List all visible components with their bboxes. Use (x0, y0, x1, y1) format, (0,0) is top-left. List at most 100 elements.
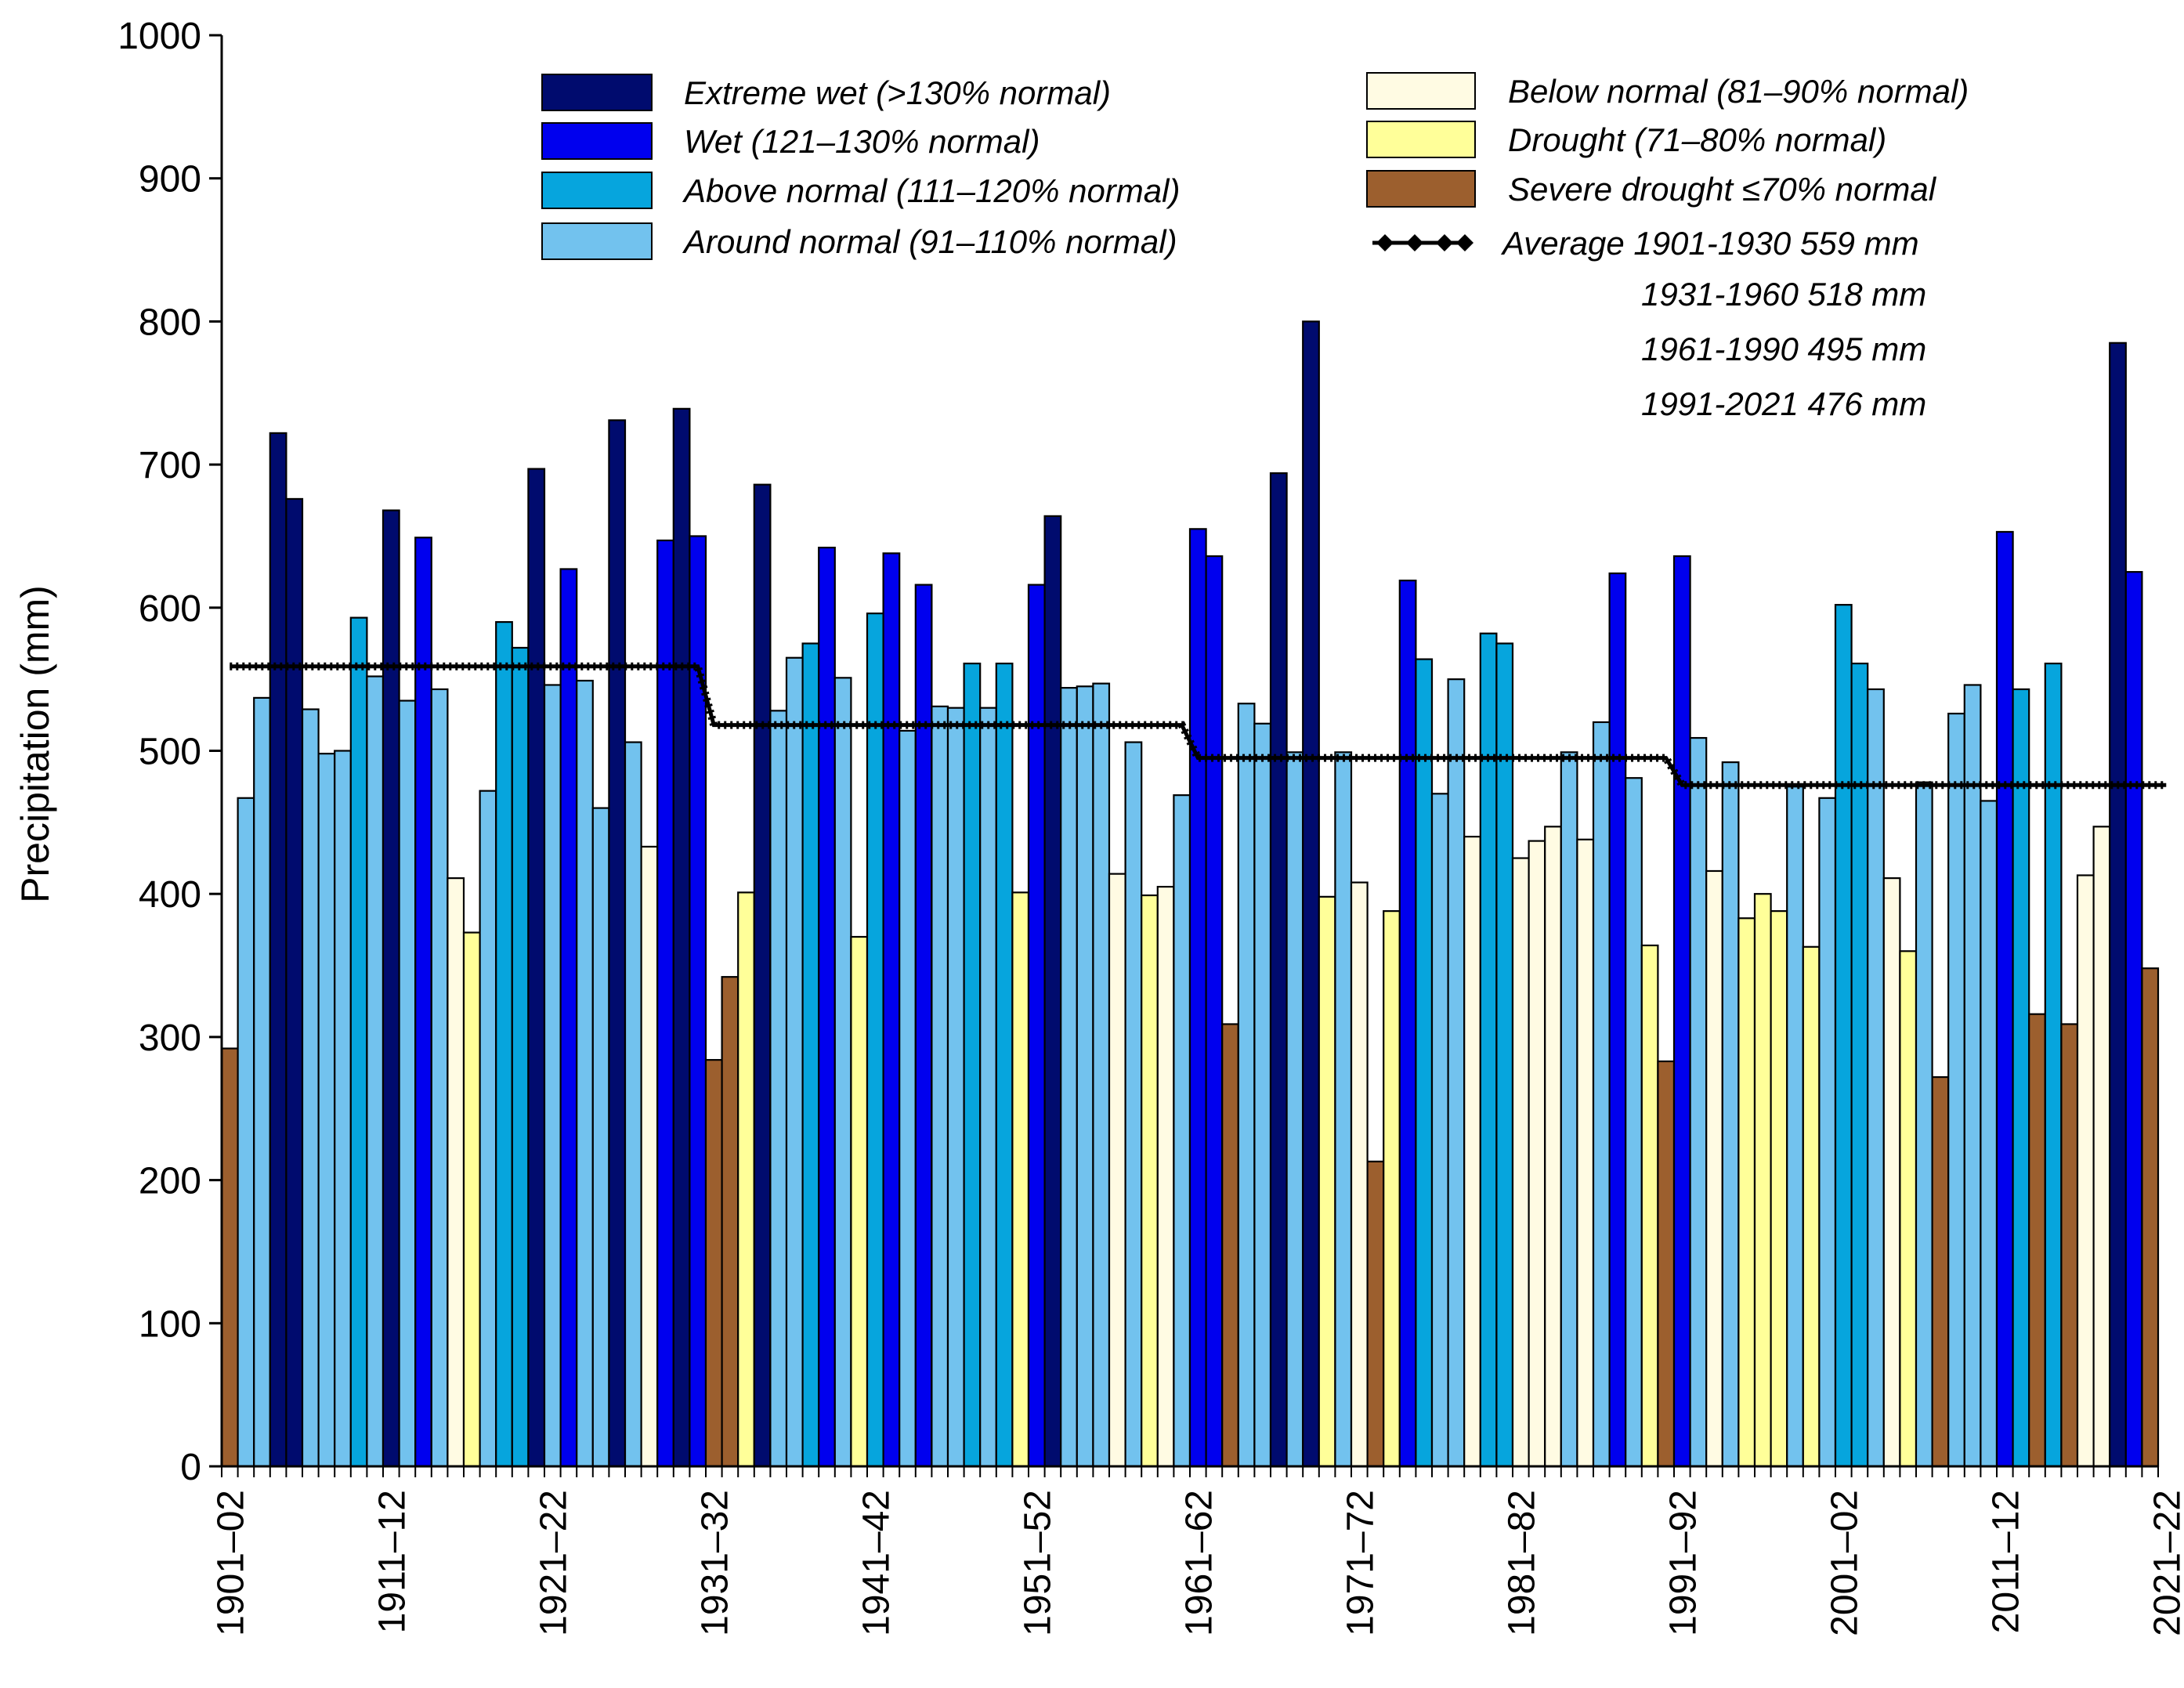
bar-1905 (285, 497, 304, 1468)
legend-label-average: Average 1901-1930 559 mm (1500, 225, 1919, 262)
x-tick-label: 1901–02 (210, 1490, 251, 1636)
bar-1929 (672, 407, 691, 1468)
y-axis-label: Precipitation (mm) (13, 585, 57, 903)
bar-1999 (1802, 945, 1821, 1468)
bar-1974 (1398, 579, 1417, 1468)
bar-2017 (2092, 826, 2111, 1468)
y-tick-label: 400 (139, 874, 201, 916)
y-tick-label: 300 (139, 1017, 201, 1059)
bar-2015 (2060, 1023, 2079, 1468)
bar-1992 (1689, 736, 1708, 1468)
x-tick-label: 2011–12 (1985, 1490, 2027, 1633)
bar-1954 (1076, 685, 1094, 1468)
bar-1969 (1318, 895, 1336, 1468)
bar-1927 (640, 845, 659, 1468)
bar-1961 (1188, 528, 1207, 1468)
bar-1946 (946, 707, 965, 1468)
bar-1952 (1043, 515, 1062, 1468)
bar-1922 (559, 568, 578, 1468)
x-tick-label: 1951–52 (1017, 1490, 1058, 1636)
y-tick-label: 100 (139, 1303, 201, 1345)
legend-label-extreme_wet: Extreme wet (>130% normal) (684, 74, 1111, 111)
bar-1996 (1753, 893, 1772, 1468)
bar-1962 (1205, 555, 1224, 1468)
bar-1972 (1366, 1160, 1385, 1468)
bar-1984 (1560, 751, 1578, 1468)
bar-1915 (447, 877, 465, 1468)
legend-average-marker (1376, 234, 1394, 251)
bar-1923 (576, 679, 594, 1468)
legend-label-wet: Wet (121–130% normal) (684, 123, 1040, 160)
legend-swatch-above_normal (541, 172, 653, 209)
bar-2016 (2076, 874, 2095, 1468)
bar-1924 (591, 807, 610, 1468)
bar-1926 (624, 741, 642, 1468)
bar-1973 (1383, 910, 1401, 1468)
bar-2012 (2012, 688, 2030, 1468)
bars (220, 320, 2160, 1468)
x-tick-label: 1961–62 (1178, 1490, 1220, 1636)
bar-1928 (656, 539, 674, 1468)
bar-1909 (349, 616, 368, 1468)
bar-2010 (1980, 800, 1998, 1468)
bar-1957 (1124, 741, 1143, 1468)
bar-2013 (2028, 1013, 2046, 1468)
bar-1977 (1447, 678, 1466, 1468)
bar-1976 (1430, 793, 1449, 1468)
bar-1980 (1495, 642, 1514, 1468)
bar-2020 (2141, 967, 2160, 1468)
bar-1945 (931, 705, 949, 1468)
x-tick-label: 1981–82 (1501, 1490, 1542, 1636)
bar-2019 (2124, 571, 2143, 1468)
bar-2000 (1818, 797, 1837, 1468)
y-tick-label: 1000 (118, 16, 201, 57)
legend-label-below_normal: Below normal (81–90% normal) (1508, 73, 1969, 110)
bar-1942 (882, 552, 901, 1468)
bar-1981 (1511, 857, 1530, 1468)
bar-1937 (801, 642, 820, 1468)
legend-swatch-extreme_wet (541, 74, 653, 111)
bar-1917 (479, 790, 497, 1468)
x-tick-label: 2021–22 (2146, 1490, 2184, 1636)
bar-1965 (1253, 722, 1272, 1468)
bar-1936 (785, 656, 804, 1468)
bar-1960 (1173, 794, 1191, 1468)
bar-1944 (914, 584, 933, 1468)
bar-2005 (1899, 950, 1918, 1468)
bar-2008 (1947, 712, 1965, 1468)
bar-1925 (608, 419, 627, 1468)
bar-1995 (1737, 917, 1756, 1468)
bar-1971 (1350, 881, 1369, 1468)
legend-average-marker (1406, 234, 1423, 251)
bar-1967 (1285, 751, 1304, 1468)
x-tick-label: 1921–22 (533, 1490, 574, 1636)
bar-1998 (1786, 786, 1804, 1468)
y-tick-label: 200 (139, 1161, 201, 1202)
bar-1931 (704, 1059, 723, 1468)
bar-2009 (1963, 684, 1982, 1468)
bar-1949 (995, 662, 1014, 1468)
bar-1975 (1415, 658, 1434, 1468)
legend-average-period: 1991-2021 476 mm (1641, 385, 1926, 422)
y-tick-label: 700 (139, 445, 201, 486)
bar-1941 (866, 613, 884, 1468)
bar-1983 (1544, 826, 1562, 1468)
bar-1970 (1334, 751, 1353, 1468)
bar-1953 (1060, 687, 1078, 1468)
bar-1987 (1608, 572, 1627, 1468)
bar-1940 (850, 935, 869, 1468)
y-tick-label: 500 (139, 732, 201, 773)
bar-2004 (1882, 877, 1901, 1468)
legend: Extreme wet (>130% normal) Wet (121–130% … (541, 72, 1969, 422)
bar-1947 (963, 662, 982, 1468)
y-tick-label: 800 (139, 302, 201, 343)
bar-1991 (1672, 555, 1691, 1468)
y-tick-label: 600 (139, 588, 201, 630)
bar-1997 (1770, 910, 1788, 1468)
average-line (230, 662, 2167, 790)
bar-1911 (381, 509, 400, 1468)
bar-1966 (1269, 472, 1288, 1468)
bar-1951 (1027, 584, 1046, 1468)
bar-1993 (1705, 869, 1723, 1468)
